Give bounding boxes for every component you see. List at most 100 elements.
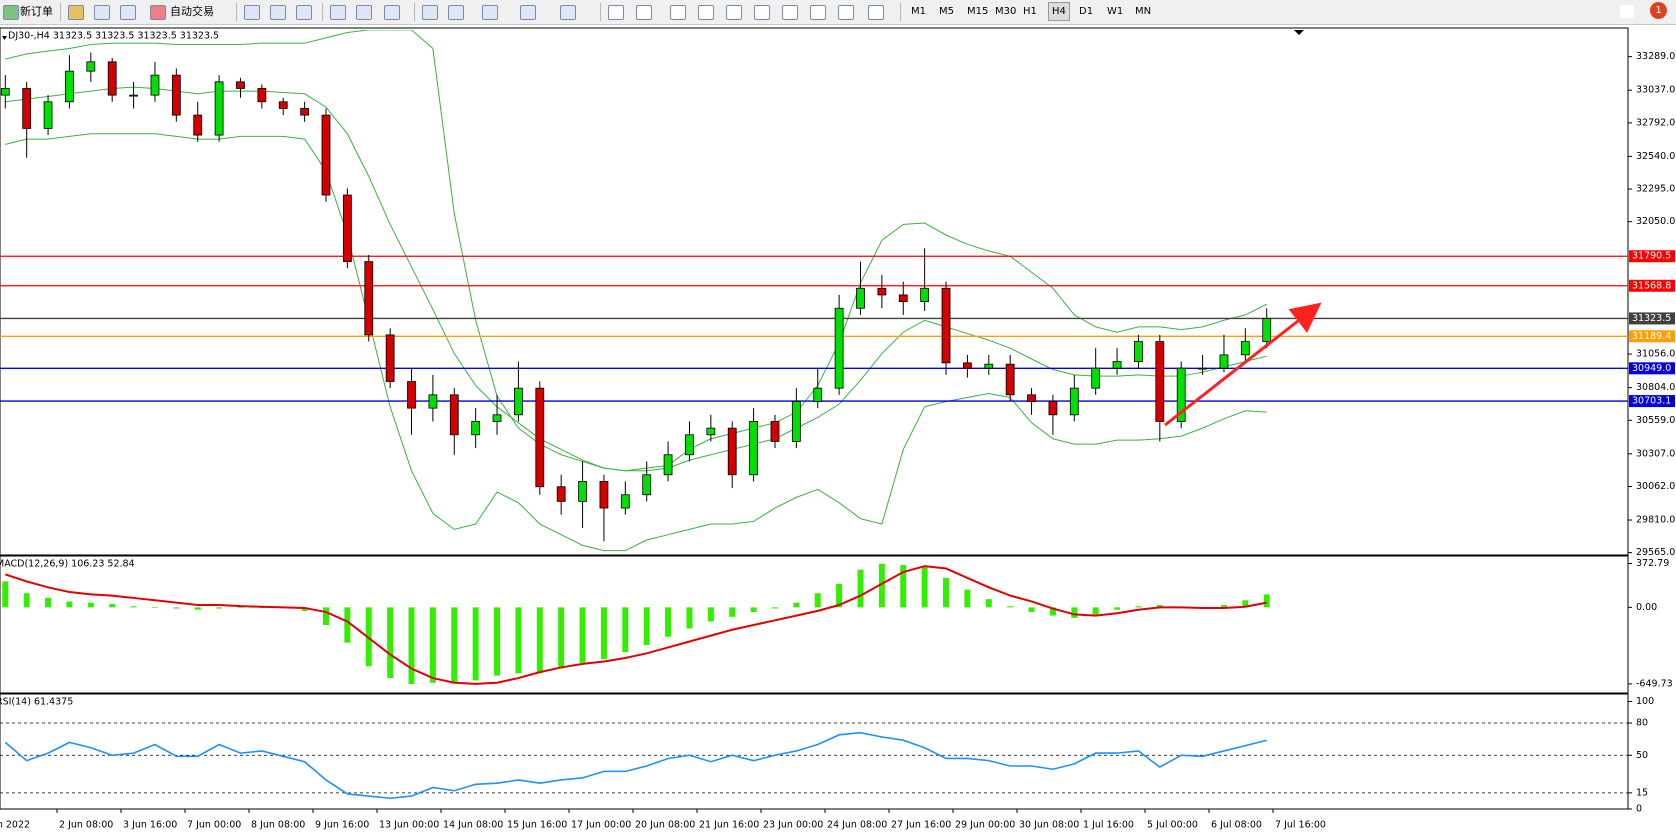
toolbar-icon[interactable] xyxy=(754,5,770,20)
macd-bar xyxy=(109,603,116,608)
main-panel xyxy=(0,27,1629,556)
macd-bar xyxy=(173,607,180,609)
y-tick-label: 30804.0 xyxy=(1636,382,1675,393)
auto-trade-button[interactable]: 自动交易 xyxy=(170,5,214,18)
y-tick-label: 29565.0 xyxy=(1636,547,1675,558)
macd-bar xyxy=(985,599,992,608)
macd-bar xyxy=(964,589,971,608)
y-tick-label: 80 xyxy=(1636,718,1648,729)
timeframe-button[interactable]: M1 xyxy=(911,6,926,17)
macd-bar xyxy=(1007,606,1014,608)
candle-body xyxy=(727,427,737,476)
candle-body xyxy=(449,394,459,436)
text-tool[interactable] xyxy=(810,5,826,20)
timeframe-button[interactable]: M5 xyxy=(939,6,954,17)
new-order-button[interactable]: 新订单 xyxy=(20,5,53,18)
macd-bar xyxy=(750,607,757,613)
price-level-label: 30949.0 xyxy=(1632,363,1671,374)
toolbar-icon[interactable] xyxy=(422,5,438,20)
zoom-out[interactable] xyxy=(356,5,372,20)
timeframe-button[interactable]: D1 xyxy=(1079,6,1094,17)
macd-bar xyxy=(66,601,73,608)
macd-bar xyxy=(1263,594,1270,608)
candle-body xyxy=(0,88,10,96)
timeframe-button[interactable]: H1 xyxy=(1023,6,1037,17)
x-tick-label: 6 Jul 08:00 xyxy=(1211,820,1262,831)
timeframe-button[interactable]: MN xyxy=(1135,6,1152,17)
toolbar-icon[interactable] xyxy=(520,5,536,20)
y-tick-label: 30307.0 xyxy=(1636,448,1675,459)
macd-bar xyxy=(921,567,928,608)
macd-bar xyxy=(45,597,52,608)
separator xyxy=(60,3,61,21)
toolbar-icon[interactable] xyxy=(384,5,400,20)
macd-bar xyxy=(1220,605,1227,608)
toolbar-icon[interactable] xyxy=(94,5,110,20)
new-order-icon[interactable] xyxy=(3,5,19,20)
candle-body xyxy=(599,481,609,509)
cursor-tool[interactable] xyxy=(608,5,624,20)
candle-body xyxy=(300,108,310,116)
candle-body xyxy=(685,434,694,456)
toolbar-icon[interactable] xyxy=(560,5,576,20)
rsi-panel xyxy=(0,693,1629,810)
macd-bar xyxy=(536,607,543,674)
candle-body xyxy=(642,474,652,496)
crosshair-tool[interactable] xyxy=(636,5,652,20)
toolbar-icon[interactable] xyxy=(782,5,798,20)
timeframe-button[interactable]: W1 xyxy=(1107,6,1124,17)
y-tick-label: 100 xyxy=(1636,696,1654,707)
candle-body xyxy=(171,74,181,116)
macd-bar xyxy=(194,607,201,610)
macd-bar xyxy=(643,607,650,646)
separator xyxy=(322,3,323,21)
candle-body xyxy=(1155,341,1165,422)
macd-bar xyxy=(472,607,479,681)
macd-bar xyxy=(665,607,672,637)
alert-badge[interactable]: 1 xyxy=(1650,2,1667,19)
candle-body xyxy=(813,387,823,402)
candle-body xyxy=(898,294,908,302)
search[interactable] xyxy=(1620,5,1634,18)
toolbar-icon[interactable] xyxy=(68,5,84,20)
hline-tool[interactable] xyxy=(698,5,714,20)
x-tick-label: 1 Jul 16:00 xyxy=(1083,820,1134,831)
macd-signal xyxy=(4,565,1267,685)
toolbar-icon[interactable] xyxy=(296,5,312,20)
candle-body xyxy=(1112,361,1122,369)
candle-body xyxy=(1134,341,1143,362)
toolbar-icon[interactable] xyxy=(244,5,260,20)
x-tick-label: 9 Jun 16:00 xyxy=(315,820,369,831)
macd-bar xyxy=(515,607,522,674)
price-level-label: 31189.4 xyxy=(1632,331,1671,342)
zoom-in[interactable] xyxy=(330,5,346,20)
vline-tool[interactable] xyxy=(670,5,686,20)
macd-bar xyxy=(429,607,436,683)
trendline-tool[interactable] xyxy=(726,5,742,20)
x-tick-label: 24 Jun 08:00 xyxy=(827,820,887,831)
toolbar-icon[interactable] xyxy=(270,5,286,20)
macd-bar xyxy=(771,607,778,609)
separator xyxy=(236,3,237,21)
toolbar-icon[interactable] xyxy=(120,5,136,20)
timeframe-button[interactable]: M30 xyxy=(995,6,1017,17)
x-tick-label: 15 Jun 16:00 xyxy=(507,820,567,831)
x-tick-label: 30 Jun 08:00 xyxy=(1019,820,1079,831)
candle-body xyxy=(535,387,545,488)
y-tick-label: 0 xyxy=(1636,804,1642,815)
macd-bar xyxy=(1092,607,1099,615)
label-tool[interactable] xyxy=(838,5,854,20)
macd-bar xyxy=(301,607,308,611)
toolbar-icon[interactable] xyxy=(482,5,498,20)
auto-trade-icon[interactable] xyxy=(150,5,166,20)
candle-body xyxy=(578,481,587,502)
toolbar-icon[interactable] xyxy=(868,5,884,20)
timeframe-button[interactable]: H4 xyxy=(1048,2,1070,21)
toolbar-icon[interactable] xyxy=(448,5,464,20)
timeframe-button[interactable]: M15 xyxy=(967,6,989,17)
macd-bar xyxy=(87,602,94,608)
candle-body xyxy=(663,454,673,476)
candle-body xyxy=(1198,367,1207,370)
macd-bar xyxy=(707,607,714,622)
macd-bar xyxy=(387,607,394,679)
